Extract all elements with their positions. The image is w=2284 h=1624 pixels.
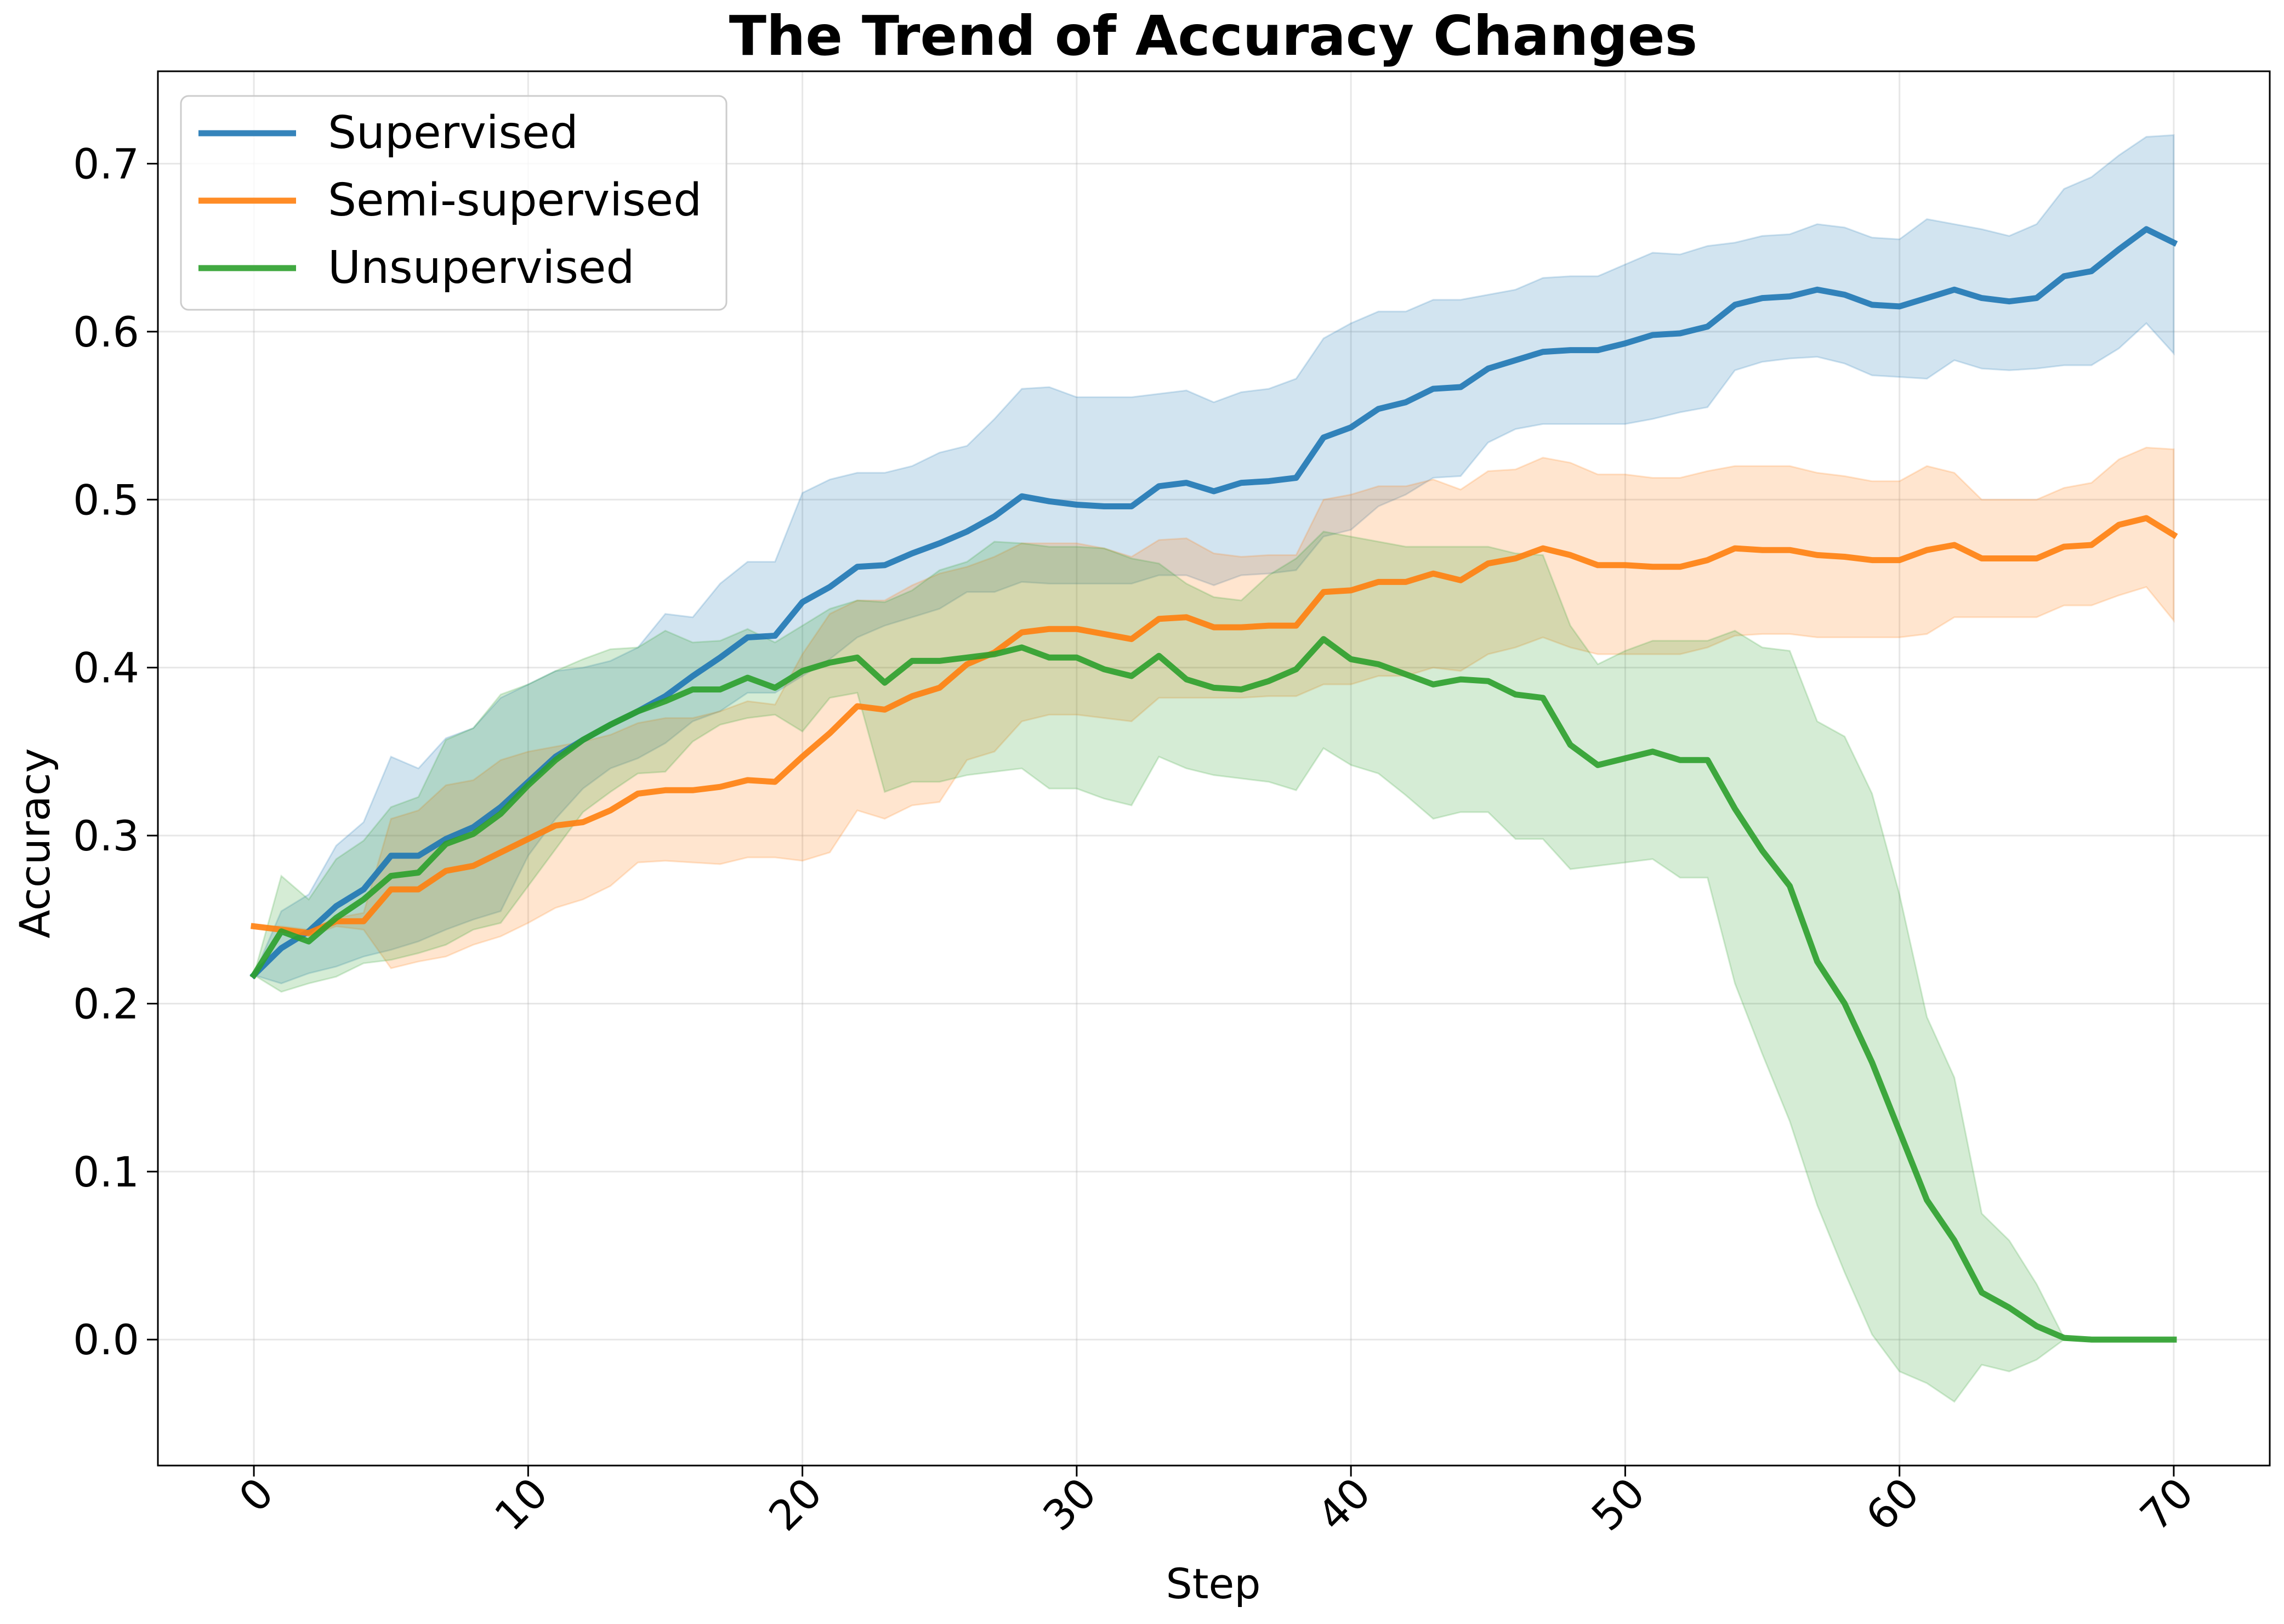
y-tick-label: 0.4: [73, 644, 139, 692]
legend: Supervised Semi-supervised Unsupervised: [180, 95, 728, 311]
y-tick-label: 0.5: [73, 475, 139, 524]
line-unsupervised: [249, 636, 2177, 1343]
band-unsupervised: [253, 530, 2174, 1403]
legend-label-supervised: Supervised: [328, 107, 578, 159]
y-tick-label: 0.6: [73, 308, 139, 356]
legend-label-unsupervised: Unsupervised: [328, 242, 634, 294]
y-axis-label: Accuracy: [10, 748, 59, 939]
legend-label-semi-supervised: Semi-supervised: [328, 174, 702, 226]
plot-frame: [157, 70, 2271, 1467]
y-tick-label: 0.1: [73, 1148, 139, 1196]
y-tick-label: 0.2: [73, 979, 139, 1028]
legend-box: [180, 95, 728, 311]
series-lines: [249, 226, 2178, 1343]
y-tick-label: 0.7: [73, 140, 139, 189]
y-tick-label: 0.3: [73, 811, 139, 860]
x-axis-label: Step: [1166, 1559, 1260, 1608]
y-tick-label: 0.0: [73, 1315, 139, 1364]
chart-title: The Trend of Accuracy Changes: [729, 4, 1697, 68]
line-semi-supervised: [250, 515, 2178, 936]
